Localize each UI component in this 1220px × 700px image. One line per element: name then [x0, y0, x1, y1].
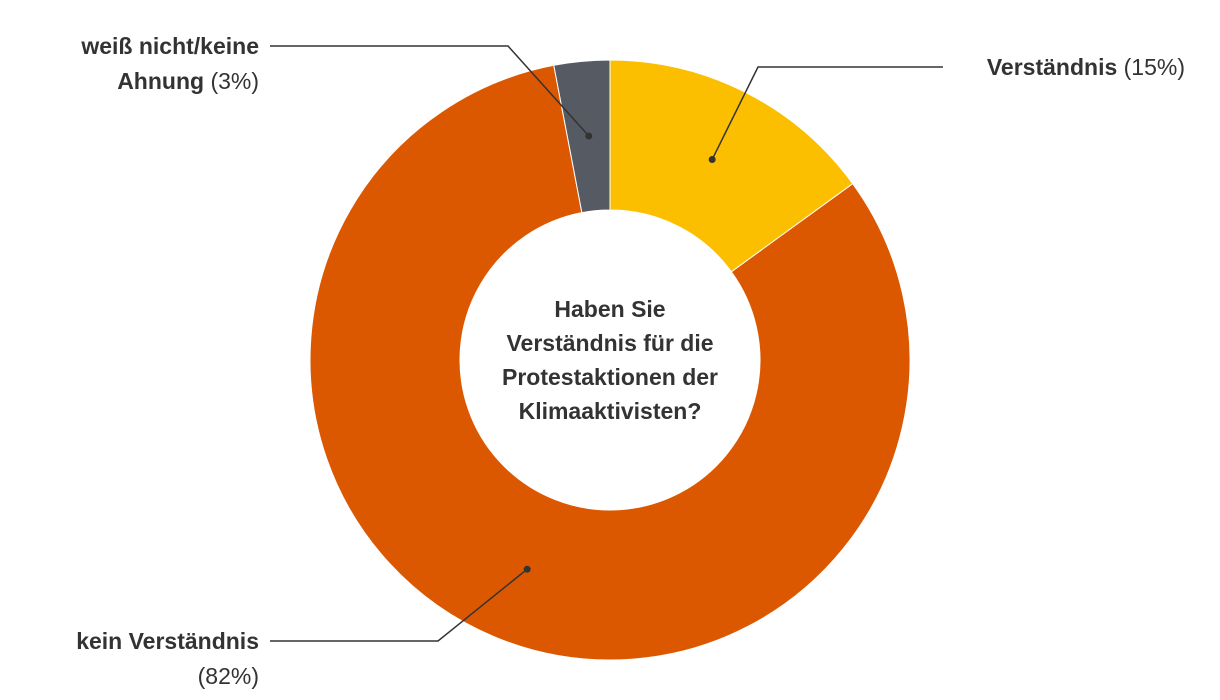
data-label-kein-verstaendnis: kein Verständnis [76, 628, 259, 654]
leader-dot-weiss-nicht-keine-ahnung [585, 132, 593, 140]
slice-kein-verstaendnis [309, 64, 911, 661]
slice-labels: Verständnis (15%) kein Verständnis (82%) we… [76, 33, 1185, 689]
slice-verstaendnis [609, 59, 854, 273]
chart-title: Haben Sie Verständnis für die Protestaktio… [502, 296, 718, 424]
data-label-weiss-nicht-keine-ahnung: weiß nicht/keine [80, 33, 259, 59]
slice-weiss-nicht-keine-ahnung [553, 59, 611, 214]
leader-line-weiss-nicht-keine-ahnung [270, 45, 590, 137]
leader-lines [270, 45, 943, 642]
chart-title-line: Haben Sie [554, 296, 665, 322]
leader-dot-kein-verstaendnis [523, 565, 531, 573]
chart-title-line: Klimaaktivisten? [519, 398, 702, 424]
leader-line-verstaendnis [711, 66, 943, 160]
data-label-kein-verstaendnis-value: (82%) [198, 663, 259, 689]
leader-dot-verstaendnis [708, 156, 716, 164]
data-label-verstaendnis: Verständnis (15%) [987, 54, 1185, 80]
chart-title-line: Verständnis für die [506, 330, 713, 356]
donut-slices [309, 59, 911, 661]
data-label-weiss-nicht-value: Ahnung (3%) [117, 68, 259, 94]
chart-title-line: Protestaktionen der [502, 364, 718, 390]
leader-line-kein-verstaendnis [270, 568, 528, 642]
